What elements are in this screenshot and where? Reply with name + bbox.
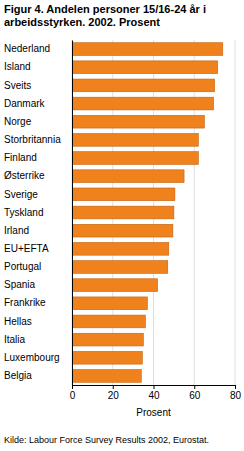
y-tick: Tyskland: [4, 207, 72, 218]
plot: Nederland Island Sveits Danmark Norge Storbri…: [4, 40, 241, 401]
x-axis: 0 20 40 60 80: [70, 385, 242, 401]
y-tick: Island: [4, 61, 72, 72]
chart: Figur 4. Andelen personer 15/16-24 år ia…: [0, 0, 244, 451]
y-tick: Luxembourg: [4, 352, 72, 363]
y-tick-label: Danmark: [4, 98, 46, 109]
y-tick: Hellas: [4, 316, 72, 327]
y-tick-label: Spania: [4, 279, 36, 290]
bar: [72, 224, 173, 237]
bar: [72, 97, 214, 110]
grid-line: [235, 40, 236, 385]
y-tick-label: Portugal: [4, 261, 41, 272]
y-tick: EU+EFTA: [4, 243, 72, 254]
y-tick: Frankrike: [4, 297, 72, 308]
y-tick-label: EU+EFTA: [4, 243, 49, 254]
y-tick: Irland: [4, 225, 72, 236]
y-tick-label: Sverige: [4, 189, 38, 200]
y-tick-label: Irland: [4, 225, 29, 236]
bar: [72, 370, 141, 383]
bar: [72, 134, 198, 147]
y-tick: Italia: [4, 334, 72, 345]
y-tick: Norge: [4, 116, 72, 127]
y-axis: Nederland Island Sveits Danmark Norge Storbri…: [4, 41, 73, 386]
x-tick: 60: [189, 385, 201, 401]
y-tick: Østerrike: [4, 170, 72, 181]
x-tick-mark: [235, 385, 236, 389]
x-tick-mark: [154, 385, 155, 389]
y-tick-label: Belgia: [4, 370, 32, 381]
bar: [72, 152, 198, 165]
bar: [72, 188, 175, 201]
bar: [72, 315, 145, 328]
bar: [72, 261, 168, 274]
bar: [72, 333, 143, 346]
bar: [72, 61, 218, 74]
grid-line: [72, 40, 73, 385]
y-tick-label: Luxembourg: [4, 352, 60, 363]
bar: [72, 351, 142, 364]
x-tick: 20: [108, 385, 120, 401]
bar: [72, 279, 158, 292]
y-tick: Danmark: [4, 98, 72, 109]
y-tick-label: Frankrike: [4, 297, 46, 308]
x-tick-label: 40: [148, 390, 160, 401]
x-tick-mark: [113, 385, 114, 389]
grid: [72, 40, 235, 385]
y-tick: Sveits: [4, 80, 72, 91]
bar: [72, 79, 215, 92]
y-tick: Belgia: [4, 370, 72, 381]
y-tick-label: Tyskland: [4, 207, 43, 218]
bar: [72, 115, 204, 128]
y-tick: Portugal: [4, 261, 72, 272]
x-tick-mark: [194, 385, 195, 389]
bar: [72, 297, 147, 310]
y-tick-label: Island: [4, 61, 31, 72]
bar: [72, 206, 174, 219]
bar: [72, 170, 184, 183]
x-axis-title: Prosent: [136, 407, 171, 418]
y-tick-label: Finland: [4, 152, 37, 163]
x-tick: 80: [230, 385, 242, 401]
x-tick: 40: [148, 385, 160, 401]
y-tick: Nederland: [4, 43, 72, 54]
y-axis-line: [72, 41, 73, 386]
y-tick-label: Hellas: [4, 316, 32, 327]
y-tick-label: Sveits: [4, 80, 31, 91]
y-tick-label: Storbritannia: [4, 134, 61, 145]
x-tick-label: 60: [189, 390, 201, 401]
bar: [72, 43, 223, 56]
x-tick: 0: [70, 385, 76, 401]
y-tick-label: Østerrike: [4, 170, 45, 181]
y-tick-label: Italia: [4, 334, 26, 345]
y-tick: Spania: [4, 279, 72, 290]
x-tick-mark: [72, 385, 73, 389]
y-tick: Sverige: [4, 189, 72, 200]
y-tick-label: Nederland: [4, 43, 50, 54]
bars: [72, 43, 223, 383]
x-tick-label: 20: [108, 390, 120, 401]
x-axis-line: [73, 386, 236, 390]
bar: [72, 242, 169, 255]
x-tick-label: 0: [70, 390, 76, 401]
y-tick: Finland: [4, 152, 72, 163]
y-tick-label: Norge: [4, 116, 32, 127]
y-tick: Storbritannia: [4, 134, 72, 145]
source: Kilde: Labour Force Survey Results 2002,…: [4, 435, 209, 445]
x-tick-label: 80: [230, 390, 242, 401]
title: Figur 4. Andelen personer 15/16-24 år ia…: [4, 3, 206, 28]
